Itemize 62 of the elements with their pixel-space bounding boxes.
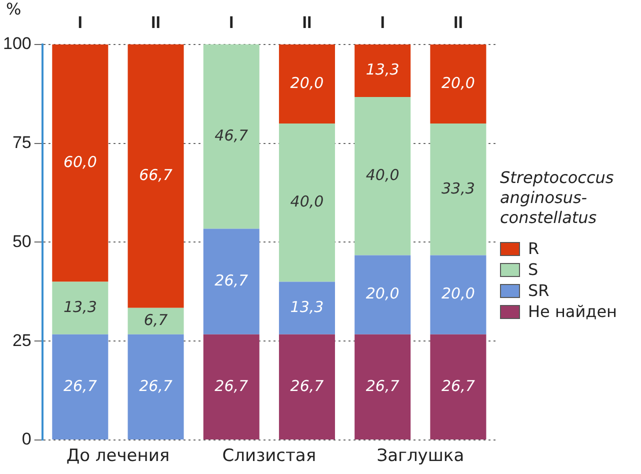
bar [52,44,108,282]
bar [278,282,335,334]
bar [128,308,184,334]
data-label: 26,7 [139,376,173,395]
bar [203,44,260,229]
data-label: 66,7 [139,166,173,184]
bar [430,124,486,256]
bar [52,282,108,334]
data-label: 26,7 [366,376,400,395]
bar [203,334,260,440]
data-label: 40,0 [290,192,324,211]
legend-title: Streptococcus anginosus-constellatus [500,168,615,228]
data-label: 13,3 [290,298,324,316]
bar [52,334,108,440]
bar [278,334,335,440]
legend-label: S [528,260,538,279]
bar [354,44,411,98]
bar [278,44,335,124]
data-label: 13,3 [63,298,97,316]
x-tick-label: II [302,12,312,32]
data-label: 20,0 [441,74,475,92]
bar [430,255,486,334]
bar [354,97,411,256]
data-label: 26,7 [63,376,98,395]
x-tick-label: II [151,12,160,32]
x-tick-label: I [78,12,83,32]
data-label: 26,7 [214,271,249,290]
bar [128,334,184,440]
data-label: 13,3 [366,60,400,79]
y-tick-label: 25 [12,330,32,350]
bar [430,44,486,124]
legend-label: R [528,239,540,258]
data-label: 26,7 [214,376,249,395]
bar [354,255,411,334]
y-tick-label: 50 [12,232,32,251]
y-axis-title: % [6,0,22,19]
bar [128,44,184,308]
text: Слизистая [222,446,316,466]
text: До лечения [66,446,170,466]
data-label: 46,7 [214,126,249,144]
bar [430,334,486,440]
data-label: 20,0 [290,74,324,92]
bar [203,228,260,334]
y-tick-label: 0 [22,430,32,449]
data-label: 26,7 [441,376,476,395]
data-label: 40,0 [366,166,400,184]
bar [278,124,335,282]
data-label: 26,7 [290,376,324,395]
x-tick-label: I [229,12,234,32]
x-tick-label: I [380,12,385,32]
data-label: 20,0 [366,284,400,303]
data-label: 20,0 [441,284,475,303]
x-tick-label: II [453,12,463,32]
data-label: 33,3 [441,179,475,198]
legend-label: SR [528,281,550,300]
legend-label: Не найден [528,302,617,321]
y-tick-label: 75 [12,132,32,152]
y-tick-label: 100 [2,34,32,54]
data-label: 60,0 [63,152,97,171]
text: Заглушка [376,446,464,466]
bar [354,334,411,440]
data-label: 6,7 [144,311,168,330]
